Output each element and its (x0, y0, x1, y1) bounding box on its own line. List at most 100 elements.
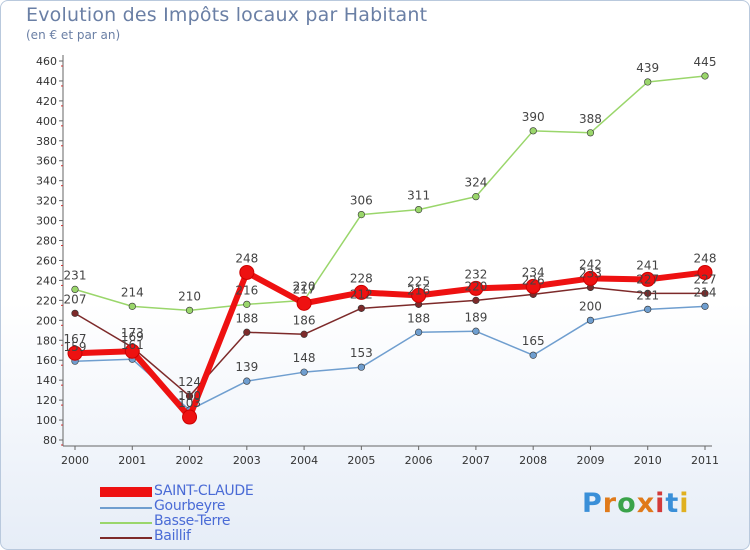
data-label-gourbeyre: 161 (121, 338, 144, 352)
y-tick-label: 180 (36, 334, 57, 347)
line-chart: 80 100 120 140 160 180 200 220 240 260 280 300 320 34… (36, 55, 719, 467)
x-tick-label: 2000 (61, 454, 89, 467)
data-point-baillif (357, 304, 365, 312)
y-tick-label: 100 (36, 414, 57, 427)
data-point-saint-claude (353, 284, 369, 300)
data-point-gourbeyre (644, 305, 652, 313)
data-label-baillif: 233 (579, 266, 602, 280)
data-label-gourbeyre: 139 (235, 360, 258, 374)
y-tick-label: 120 (36, 394, 57, 407)
x-tick-label: 2002 (176, 454, 204, 467)
data-point-baillif (472, 296, 480, 304)
data-point-saint-claude (182, 409, 198, 425)
y-tick-label: 400 (36, 115, 57, 128)
data-label-saint-claude: 234 (522, 265, 545, 279)
logo-letter: x (636, 488, 656, 519)
data-point-saint-claude (468, 280, 484, 296)
logo-letter: i (679, 488, 690, 519)
data-point-gourbeyre (300, 368, 308, 376)
data-label-saint-claude: 232 (464, 267, 487, 281)
y-tick-label: 340 (36, 175, 57, 188)
data-point-saint-claude (525, 278, 541, 294)
data-label-gourbeyre: 211 (636, 288, 659, 302)
data-label-basse-terre: 220 (293, 279, 316, 293)
data-label-gourbeyre: 200 (579, 299, 602, 313)
data-point-basse-terre (472, 193, 480, 201)
y-tick-label: 280 (36, 235, 57, 248)
data-point-gourbeyre (243, 377, 251, 385)
data-label-saint-claude: 248 (694, 251, 717, 265)
data-label-basse-terre: 445 (694, 55, 717, 69)
data-label-gourbeyre: 148 (293, 351, 316, 365)
data-label-saint-claude: 225 (407, 274, 430, 288)
series-line-baillif (74, 286, 705, 397)
data-point-baillif (300, 330, 308, 338)
data-label-gourbeyre: 214 (694, 285, 717, 299)
y-tick-label: 80 (43, 434, 57, 447)
legend-label-basse-terre: Basse-Terre (154, 513, 231, 529)
data-point-baillif (644, 289, 652, 297)
y-tick-label: 140 (36, 374, 57, 387)
data-label-gourbeyre: 110 (178, 389, 201, 403)
x-tick-label: 2008 (519, 454, 547, 467)
data-point-baillif (185, 392, 194, 400)
data-point-basse-terre (357, 210, 365, 219)
x-tick-label: 2007 (462, 454, 490, 467)
data-point-saint-claude (697, 264, 713, 280)
data-label-basse-terre: 306 (350, 194, 373, 208)
series-line-saint-claude (74, 269, 706, 421)
data-point-gourbeyre (529, 351, 537, 359)
data-point-basse-terre (644, 78, 652, 86)
logo-letter: t (665, 488, 680, 519)
data-label-gourbeyre: 153 (350, 346, 373, 360)
data-point-gourbeyre (357, 363, 365, 371)
data-label-gourbeyre: 159 (64, 340, 87, 354)
legend-swatch-saint-claude (100, 487, 152, 497)
data-label-saint-claude: 217 (293, 282, 316, 296)
data-label-basse-terre: 439 (636, 61, 659, 75)
data-label-saint-claude: 167 (64, 332, 87, 346)
data-point-basse-terre (586, 129, 595, 137)
y-tick-label: 200 (36, 314, 57, 327)
data-point-baillif (701, 289, 709, 297)
data-point-basse-terre (71, 285, 79, 293)
data-label-baillif: 226 (522, 273, 545, 287)
data-label-basse-terre: 216 (235, 283, 258, 297)
y-tick-label: 240 (36, 274, 57, 287)
y-tick-label: 420 (36, 95, 57, 108)
data-point-saint-claude (67, 345, 83, 361)
data-point-gourbeyre (415, 328, 423, 336)
x-tick-label: 2004 (290, 454, 318, 467)
data-label-baillif: 212 (350, 287, 373, 301)
data-label-basse-terre: 388 (579, 112, 602, 126)
data-point-basse-terre (128, 302, 136, 310)
proxiti-logo: Proxiti (582, 488, 690, 519)
chart-title: Evolution des Impôts locaux par Habitant (26, 4, 428, 26)
data-label-gourbeyre: 165 (522, 334, 545, 348)
legend-swatch-basse-terre (100, 522, 152, 524)
data-point-gourbeyre (586, 316, 595, 324)
legend-label-saint-claude: SAINT-CLAUDE (154, 483, 254, 499)
data-label-saint-claude: 241 (636, 258, 659, 272)
series-line-basse-terre (74, 75, 706, 312)
data-label-saint-claude: 228 (350, 271, 373, 285)
x-tick-label: 2005 (347, 454, 375, 467)
data-point-gourbeyre (701, 302, 709, 310)
data-label-baillif: 220 (464, 279, 487, 293)
data-label-basse-terre: 231 (64, 268, 87, 282)
y-tick-label: 320 (36, 195, 57, 208)
x-tick-label: 2009 (576, 454, 604, 467)
data-point-gourbeyre (472, 327, 480, 335)
data-label-basse-terre: 210 (178, 289, 201, 303)
y-tick-label: 460 (36, 55, 57, 68)
data-point-saint-claude (582, 270, 598, 286)
legend-label-baillif: Baillif (154, 528, 191, 544)
data-label-saint-claude: 103 (178, 396, 201, 410)
data-label-baillif: 227 (694, 272, 717, 286)
data-label-baillif: 216 (407, 283, 430, 297)
logo-letter: i (655, 488, 666, 519)
data-point-baillif (243, 328, 251, 336)
data-point-basse-terre (243, 300, 251, 308)
x-tick-label: 2001 (118, 454, 146, 467)
x-tick-label: 2010 (634, 454, 662, 467)
